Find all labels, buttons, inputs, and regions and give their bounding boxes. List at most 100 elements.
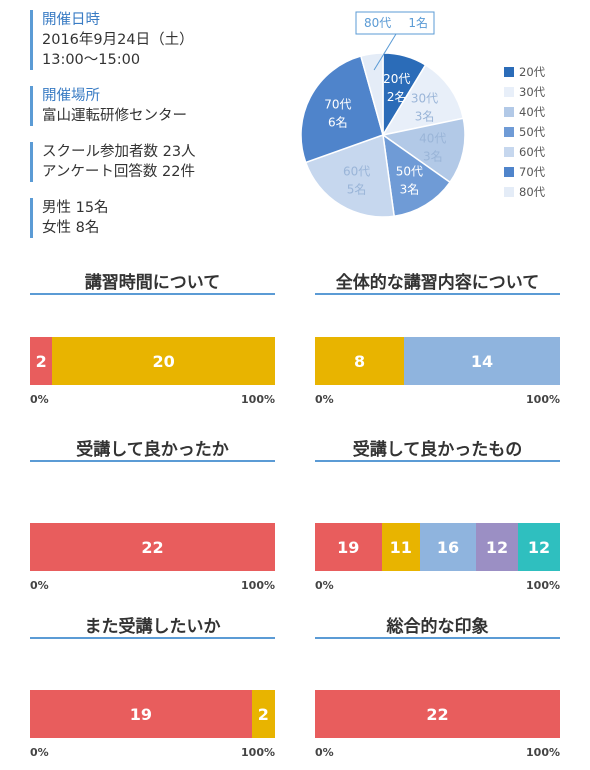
bar-segment: 12 [476,523,518,571]
chart-title: 受講して良かったか [76,440,229,460]
legend-label: 30代 [519,85,546,99]
legend-swatch [504,187,514,197]
info-heading: 開催日時 [42,12,100,28]
pie-slice [381,117,466,184]
data-label: 20 [152,351,175,371]
bar-segment: 8 [315,337,405,385]
legend-swatch [504,127,514,137]
bar: 8 14 [315,337,560,385]
bar-segment: 2 [251,690,275,738]
data-label: 22 [426,704,449,724]
slice-value-label: 2名 [387,89,407,104]
data-label: 19 [129,704,152,724]
title-underline [30,460,275,462]
legend-label: 70代 [519,165,546,179]
slice-value-label: 3名 [400,181,420,196]
pie-slice [381,63,465,137]
legend-swatch [504,67,514,77]
info-section: 開催日時 2016年9月24日（土） 13:00～15:00 [30,10,270,70]
chart-title: 講習時間について [84,273,221,293]
x-tick-label: 0% [315,746,334,759]
slice-label: 50代 [396,164,423,178]
slice-value-label: 1名 [408,15,428,30]
x-tick-label: 100% [526,746,560,759]
data-label: 8 [353,351,366,371]
data-label: 19 [337,537,360,557]
bar: 19 2 [30,690,275,738]
legend-label: 60代 [519,145,546,159]
bar-segment: 20 [52,337,275,385]
data-label: 22 [141,537,164,557]
chart-title: 受講して良かったもの [352,440,523,460]
bar: 19 11 16 12 12 [315,523,560,571]
bar-segment: 16 [420,523,476,571]
data-label: 12 [527,537,551,557]
slice-label: 20代 [383,72,410,86]
data-label: 11 [389,537,412,557]
x-tick-label: 100% [526,579,560,592]
info-line: アンケート回答数 22件 [42,164,195,180]
x-tick-label: 0% [30,746,49,759]
pie-slice [382,133,452,218]
info-line: 13:00～15:00 [42,52,141,68]
title-underline [315,293,560,295]
data-label: 16 [436,537,460,557]
age-pie-chart: 20代2名20代30代3名30代40代3名40代50代3名50代60代5名60代… [300,11,546,218]
title-underline [30,637,275,639]
pie-slice [300,55,384,164]
legend-label: 80代 [519,185,546,199]
info-section: スクール参加者数 23人 アンケート回答数 22件 [30,142,270,182]
x-tick-label: 0% [315,579,334,592]
legend-swatch [504,167,514,177]
bar-segment: 12 [518,523,560,571]
bar: 22 [30,523,275,571]
bar-segment: 22 [30,523,275,571]
info-line: 2016年9月24日（土） [42,32,194,48]
slice-value-label: 3名 [423,148,443,163]
chart-title: 全体的な講習内容について [335,273,540,293]
bar: 2 20 [30,337,275,385]
x-tick-label: 100% [241,393,275,406]
chart-title: また受講したいか [84,617,221,637]
slice-value-label: 6名 [328,115,348,130]
slice-value-label: 5名 [347,181,367,196]
slice-label: 40代 [419,131,446,145]
info-line: 富山運転研修センター [42,108,187,124]
event-info: 開催日時 2016年9月24日（土） 13:00～15:00 開催場所富山運転研修セン… [30,10,270,254]
title-underline [30,293,275,295]
bar-segment: 14 [404,337,560,385]
info-section: 男性 15名 女性 8名 [30,198,270,238]
info-heading: 開催場所 [42,88,100,104]
bar-segment: 22 [315,690,560,738]
x-tick-label: 100% [241,579,275,592]
legend-label: 40代 [519,105,546,119]
title-underline [315,460,560,462]
legend-label: 20代 [519,65,546,79]
slice-label: 70代 [324,98,351,112]
slice-label: 30代 [411,92,438,106]
slice-label: 60代 [343,164,370,178]
pie-slice [359,52,384,136]
data-label: 12 [485,537,509,557]
info-line: 男性 15名 [42,200,109,216]
bar-segment: 2 [30,337,53,385]
info-line: スクール参加者数 23人 [42,144,196,160]
data-label: 2 [35,351,47,371]
data-label: 14 [470,351,494,371]
pie-slice [304,133,396,218]
x-tick-label: 100% [526,393,560,406]
x-tick-label: 0% [315,393,334,406]
callout-line [373,33,397,71]
slice-label: 80代 [364,16,391,30]
bar: 22 [315,690,560,738]
bar-segment: 19 [315,523,382,571]
slice-value-label: 3名 [415,109,435,124]
x-tick-label: 0% [30,393,49,406]
callout-box [355,11,435,35]
x-tick-label: 100% [241,746,275,759]
data-label: 2 [257,704,269,724]
chart-title: 総合的な印象 [386,617,489,637]
info-line: 女性 8名 [42,220,100,236]
info-section: 開催場所富山運転研修センター [30,86,270,126]
